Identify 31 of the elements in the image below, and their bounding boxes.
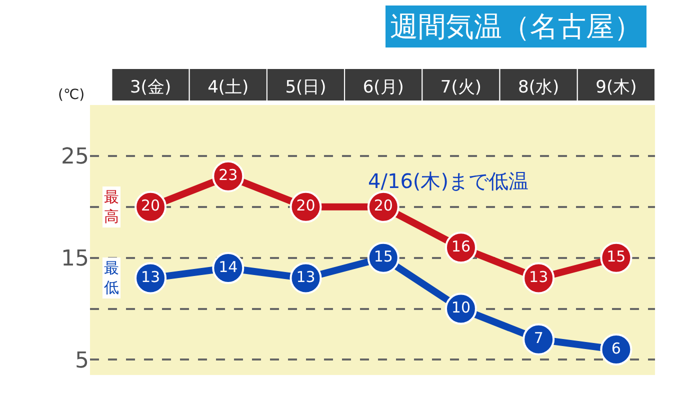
data-label: 16 <box>451 237 471 256</box>
data-label: 6 <box>611 339 621 358</box>
y-tick-label: 25 <box>61 144 89 170</box>
x-tick-label: 8(水) <box>518 78 560 98</box>
y-tick-label: 5 <box>75 348 89 374</box>
data-label: 20 <box>296 196 316 215</box>
data-label: 15 <box>374 248 393 266</box>
data-label: 20 <box>140 196 160 215</box>
y-tick-label: 15 <box>61 246 89 272</box>
series-label: 最低 <box>104 259 119 296</box>
annotation: 4/16(木)まで低温 <box>368 169 529 193</box>
data-label: 13 <box>529 268 548 286</box>
point <box>522 323 555 356</box>
data-label: 14 <box>218 258 238 276</box>
y-axis-title: (℃) <box>58 87 85 103</box>
x-tick-label: 5(日) <box>285 78 326 98</box>
chart-title: 週間気温（名古屋） <box>390 10 642 43</box>
data-label: 23 <box>218 166 238 184</box>
data-label: 13 <box>140 268 160 286</box>
data-label: 7 <box>534 329 544 348</box>
point <box>600 334 632 366</box>
x-tick-label: 4(土) <box>208 78 249 98</box>
data-label: 20 <box>374 196 393 215</box>
x-tick-label: 9(木) <box>596 78 637 98</box>
x-tick-label: 7(火) <box>440 78 482 98</box>
series-label: 最高 <box>104 188 119 226</box>
x-tick-label: 6(月) <box>362 78 404 98</box>
data-label: 13 <box>296 268 316 286</box>
data-label: 10 <box>451 298 471 317</box>
x-tick-label: 3(金) <box>130 78 172 98</box>
data-label: 15 <box>606 248 626 266</box>
